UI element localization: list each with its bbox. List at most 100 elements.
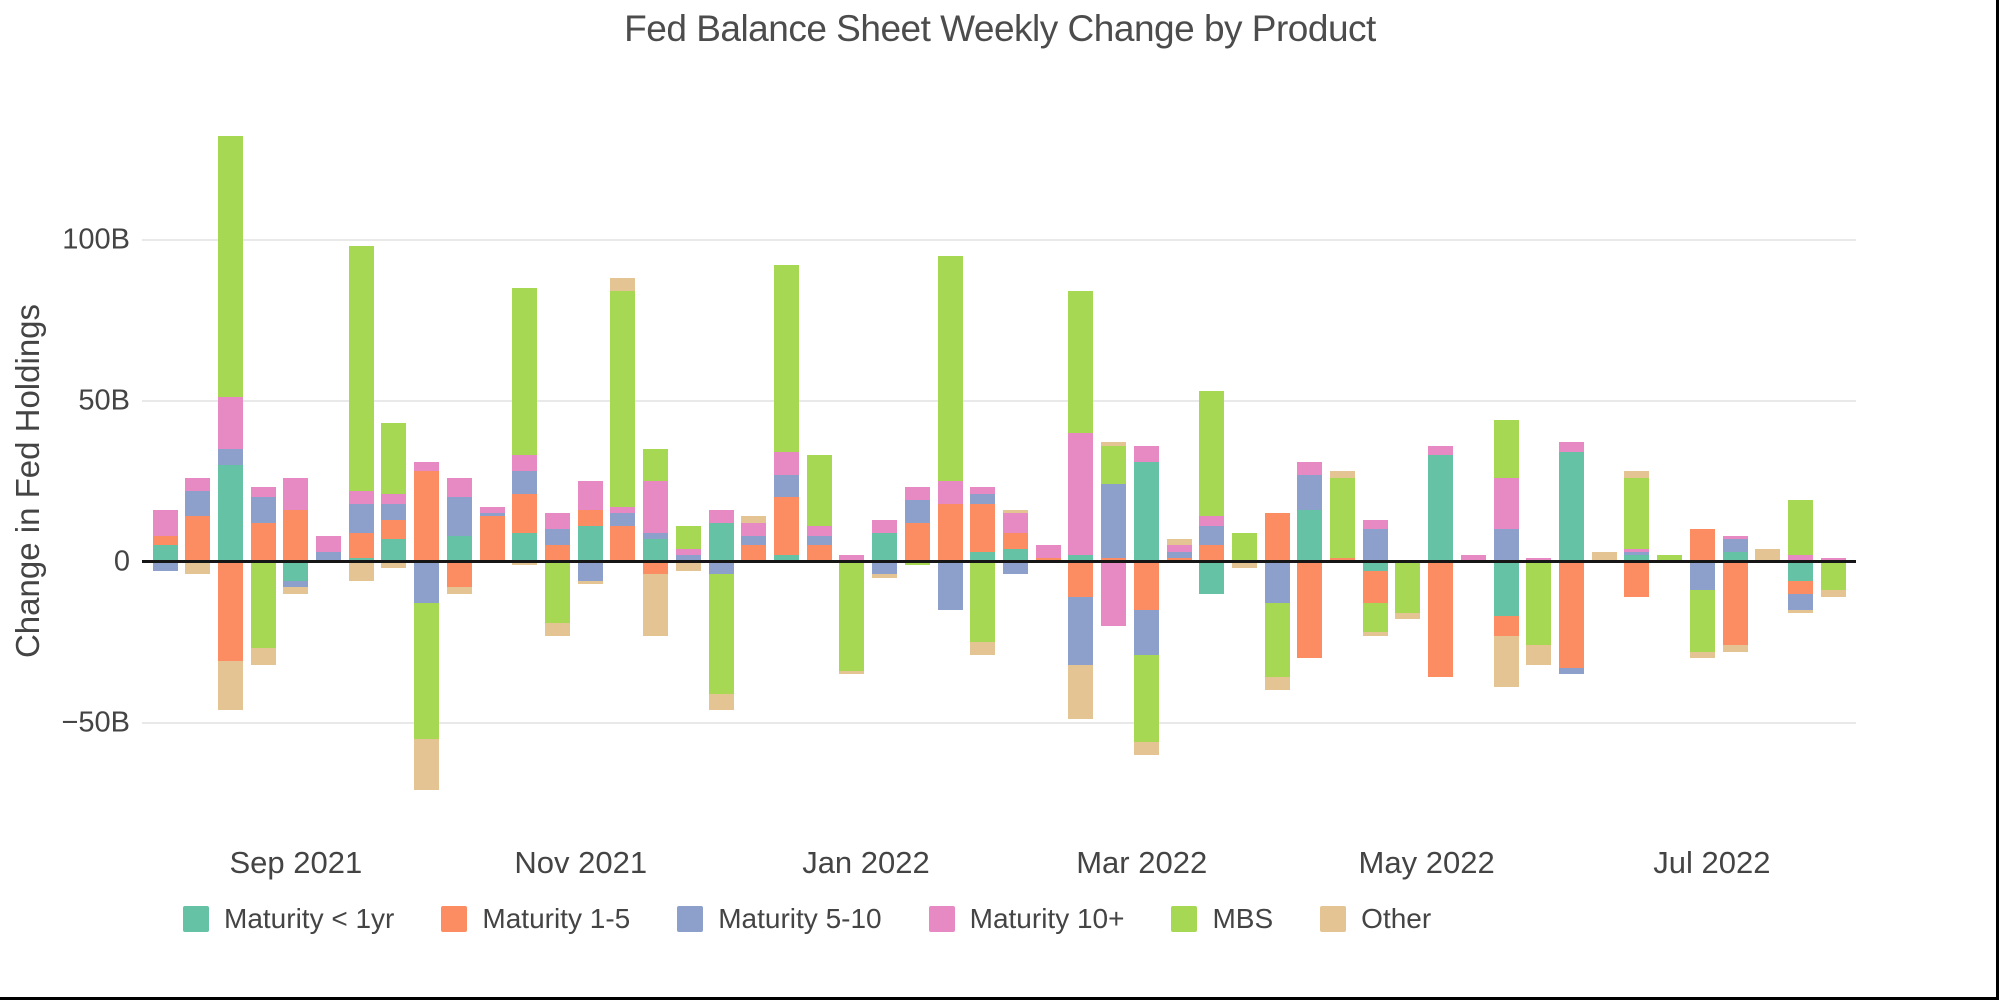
bar-segment[interactable]: [610, 291, 636, 507]
bar-segment[interactable]: [250, 497, 276, 523]
bar-segment[interactable]: [643, 538, 669, 562]
bar-segment[interactable]: [1035, 545, 1061, 559]
bar-segment[interactable]: [1722, 645, 1748, 652]
bar-segment[interactable]: [250, 487, 276, 498]
bar-segment[interactable]: [414, 738, 440, 791]
bar-segment[interactable]: [937, 481, 963, 504]
bar-segment[interactable]: [446, 477, 472, 498]
bar-segment[interactable]: [643, 532, 669, 539]
bar-segment[interactable]: [1559, 561, 1585, 668]
bar-segment[interactable]: [1493, 529, 1519, 562]
bar-segment[interactable]: [152, 509, 178, 536]
bar-segment[interactable]: [1133, 741, 1159, 755]
bar-segment[interactable]: [1428, 455, 1454, 562]
bar-segment[interactable]: [806, 526, 832, 536]
bar-segment[interactable]: [1559, 452, 1585, 562]
bar-segment[interactable]: [1199, 390, 1225, 517]
bar-segment[interactable]: [1101, 561, 1127, 626]
bar-segment[interactable]: [1002, 509, 1028, 514]
bar-segment[interactable]: [512, 493, 538, 533]
bar-segment[interactable]: [839, 670, 865, 675]
bar-segment[interactable]: [1068, 555, 1094, 562]
bar-segment[interactable]: [1002, 548, 1028, 562]
bar-segment[interactable]: [283, 587, 309, 594]
bar-segment[interactable]: [741, 522, 767, 536]
bar-segment[interactable]: [414, 561, 440, 604]
bar-segment[interactable]: [904, 500, 930, 523]
bar-segment[interactable]: [806, 455, 832, 527]
bar-segment[interactable]: [610, 513, 636, 527]
bar-segment[interactable]: [185, 477, 211, 491]
bar-segment[interactable]: [381, 503, 407, 520]
bar-segment[interactable]: [675, 548, 701, 556]
bar-segment[interactable]: [1166, 538, 1192, 546]
bar-segment[interactable]: [1493, 477, 1519, 530]
bar-segment[interactable]: [872, 561, 898, 575]
bar-segment[interactable]: [1362, 603, 1388, 633]
bar-segment[interactable]: [283, 561, 309, 581]
bar-segment[interactable]: [970, 487, 996, 494]
bar-segment[interactable]: [806, 535, 832, 546]
bar-segment[interactable]: [675, 555, 701, 562]
bar-segment[interactable]: [1689, 529, 1715, 562]
bar-segment[interactable]: [1330, 558, 1356, 562]
bar-segment[interactable]: [1428, 561, 1454, 678]
bar-segment[interactable]: [1199, 526, 1225, 546]
legend-item-maturity-1yr[interactable]: Maturity < 1yr: [183, 903, 394, 935]
bar-segment[interactable]: [806, 545, 832, 562]
bar-segment[interactable]: [1133, 445, 1159, 462]
bar-segment[interactable]: [1722, 538, 1748, 552]
bar-segment[interactable]: [1068, 291, 1094, 433]
bar-segment[interactable]: [904, 522, 930, 562]
bar-segment[interactable]: [610, 526, 636, 562]
bar-segment[interactable]: [708, 574, 734, 694]
bar-segment[interactable]: [1330, 471, 1356, 478]
bar-segment[interactable]: [1624, 477, 1650, 549]
bar-segment[interactable]: [1068, 596, 1094, 665]
bar-segment[interactable]: [773, 265, 799, 452]
bar-segment[interactable]: [1002, 513, 1028, 533]
bar-segment[interactable]: [185, 516, 211, 562]
bar-segment[interactable]: [545, 561, 571, 623]
bar-segment[interactable]: [970, 642, 996, 655]
bar-segment[interactable]: [250, 522, 276, 562]
bar-segment[interactable]: [741, 535, 767, 546]
bar-segment[interactable]: [708, 561, 734, 575]
legend-item-maturity-5-10[interactable]: Maturity 5-10: [677, 903, 882, 935]
legend-item-maturity-10-[interactable]: Maturity 10+: [928, 903, 1124, 935]
bar-segment[interactable]: [250, 648, 276, 665]
bar-segment[interactable]: [348, 558, 374, 562]
bar-segment[interactable]: [1689, 651, 1715, 659]
bar-segment[interactable]: [512, 532, 538, 562]
bar-segment[interactable]: [512, 471, 538, 494]
bar-segment[interactable]: [1101, 484, 1127, 559]
bar-segment[interactable]: [904, 561, 930, 565]
bar-segment[interactable]: [1788, 561, 1813, 581]
bar-segment[interactable]: [512, 561, 538, 565]
bar-segment[interactable]: [1199, 561, 1225, 594]
bar-segment[interactable]: [577, 580, 603, 585]
bar-segment[interactable]: [1624, 471, 1650, 478]
bar-segment[interactable]: [1788, 555, 1813, 562]
bar-segment[interactable]: [741, 516, 767, 523]
bar-segment[interactable]: [643, 561, 669, 575]
bar-segment[interactable]: [479, 513, 505, 517]
bar-segment[interactable]: [1460, 555, 1486, 562]
bar-segment[interactable]: [1559, 667, 1585, 675]
bar-segment[interactable]: [1722, 561, 1748, 646]
bar-segment[interactable]: [1133, 654, 1159, 742]
bar-segment[interactable]: [1133, 461, 1159, 562]
bar-segment[interactable]: [577, 526, 603, 562]
bar-segment[interactable]: [1002, 561, 1028, 575]
bar-segment[interactable]: [1166, 551, 1192, 559]
bar-segment[interactable]: [545, 622, 571, 636]
bar-segment[interactable]: [1788, 609, 1813, 614]
bar-segment[interactable]: [381, 538, 407, 562]
bar-segment[interactable]: [904, 487, 930, 501]
bar-segment[interactable]: [1624, 548, 1650, 552]
bar-segment[interactable]: [1591, 551, 1617, 562]
bar-segment[interactable]: [970, 551, 996, 562]
bar-segment[interactable]: [217, 464, 243, 562]
bar-segment[interactable]: [643, 481, 669, 533]
bar-segment[interactable]: [381, 519, 407, 539]
